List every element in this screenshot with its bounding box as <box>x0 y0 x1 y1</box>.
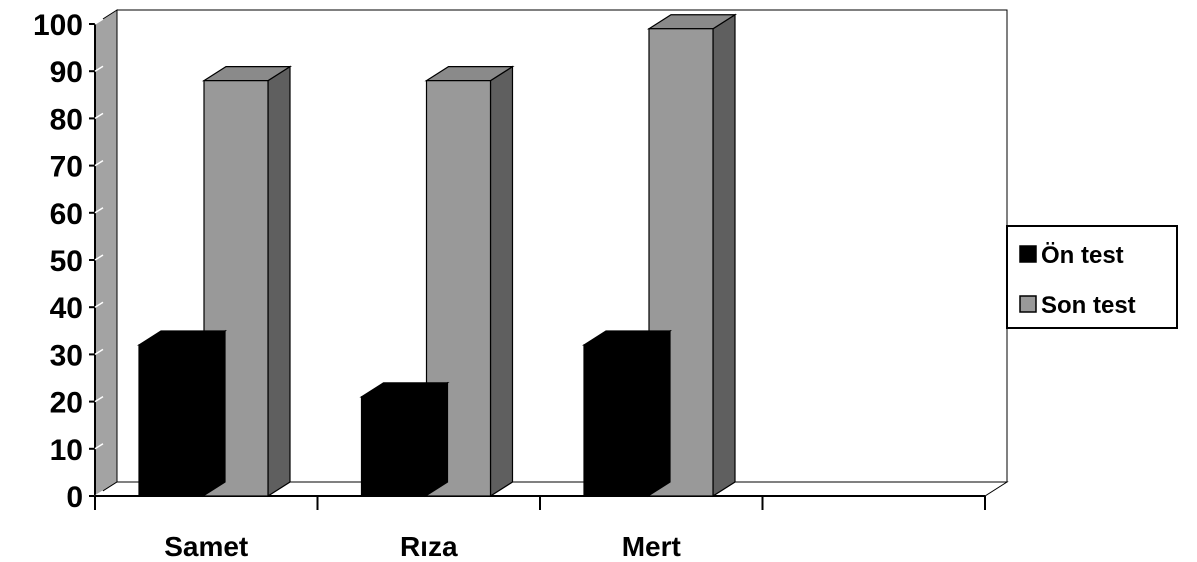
x-category-label: Samet <box>164 531 248 562</box>
y-tick-label: 100 <box>33 9 83 42</box>
side-wall-tick <box>94 395 104 403</box>
legend: Ön test Son test <box>1006 225 1178 329</box>
bar-side <box>489 65 514 498</box>
y-tick-label: 40 <box>50 292 83 325</box>
y-tick-labels: 0 10 20 30 40 50 60 70 80 90 100 <box>33 9 83 514</box>
bar-on-test-2 <box>581 329 673 498</box>
side-wall-tick <box>94 301 104 308</box>
chart-bars <box>136 13 738 498</box>
bar-on-test-1 <box>359 381 450 498</box>
side-wall-tick <box>94 254 104 261</box>
side-wall-tick <box>94 443 104 450</box>
bar-side <box>424 381 449 498</box>
side-wall-tick <box>94 18 104 25</box>
legend-label: Ön test <box>1041 242 1124 269</box>
x-category-label: Mert <box>622 531 681 562</box>
y-tick-label: 0 <box>66 481 83 514</box>
side-wall-tick <box>94 65 104 72</box>
legend-swatch <box>1019 245 1037 263</box>
bar-front <box>360 396 427 497</box>
side-wall-tick <box>94 112 104 120</box>
y-tick-label: 50 <box>50 245 83 278</box>
bar-side <box>267 65 291 498</box>
y-tick-label: 70 <box>50 151 83 184</box>
side-wall <box>94 9 118 497</box>
y-tick-label: 60 <box>50 198 83 231</box>
y-tick-label: 10 <box>50 434 83 467</box>
bar-front <box>138 344 204 497</box>
x-category-labels: Samet Rıza Mert <box>164 531 681 562</box>
bar-side <box>647 329 671 498</box>
side-wall-tick <box>94 348 104 356</box>
legend-swatch <box>1019 295 1037 313</box>
x-category-label: Rıza <box>400 531 458 562</box>
y-tick-label: 90 <box>50 56 83 89</box>
bar-side <box>202 329 226 498</box>
bar-on-test-0 <box>136 329 228 498</box>
y-tick-label: 20 <box>50 387 83 420</box>
bar-side <box>712 13 736 498</box>
legend-label: Son test <box>1041 292 1136 319</box>
y-tick-label: 30 <box>50 339 83 372</box>
side-wall-tick <box>94 207 104 214</box>
side-wall-tick <box>94 159 104 167</box>
y-tick-label: 80 <box>50 103 83 136</box>
bar-front <box>583 344 649 497</box>
